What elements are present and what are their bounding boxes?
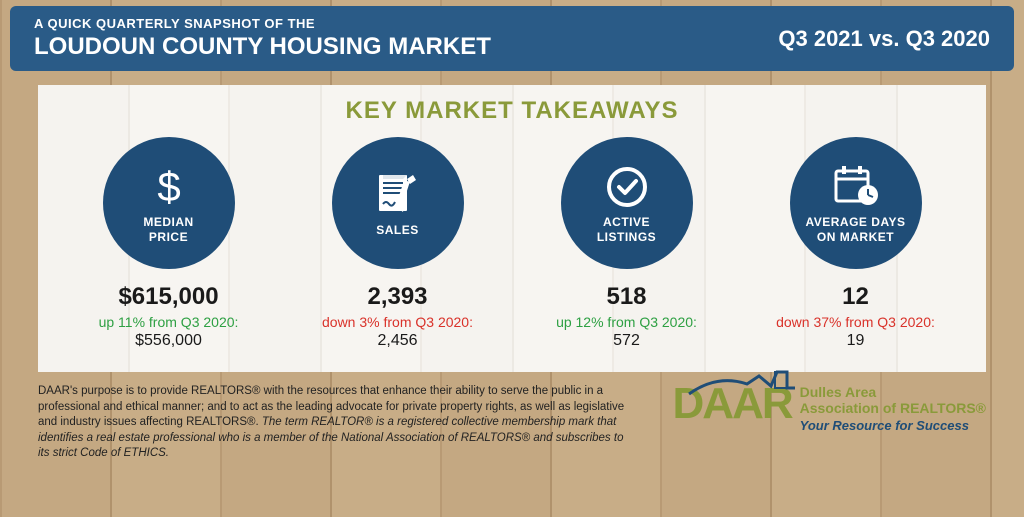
metrics-row: $ MEDIAN PRICE $615,000 up 11% from Q3 2… [58, 137, 966, 350]
disclaimer-text: DAAR's purpose is to provide REALTORS® w… [38, 384, 628, 462]
metric-label: MEDIAN PRICE [143, 215, 193, 245]
metric-label: ACTIVE LISTINGS [597, 215, 656, 245]
footer: DAAR's purpose is to provide REALTORS® w… [38, 384, 986, 462]
takeaways-panel: KEY MARKET TAKEAWAYS $ MEDIAN PRICE $615… [38, 85, 986, 372]
metric-prev-value: $556,000 [135, 332, 202, 350]
metric-value: $615,000 [118, 283, 218, 311]
logo-text: Dulles Area Association of REALTORS® You… [800, 384, 986, 433]
metric-avg-days: AVERAGE DAYS ON MARKET 12 down 37% from … [745, 137, 966, 350]
dollar-icon: $ [151, 161, 187, 213]
metric-median-price: $ MEDIAN PRICE $615,000 up 11% from Q3 2… [58, 137, 279, 350]
logo-wordmark: DAAR [673, 384, 792, 424]
metric-circle: $ MEDIAN PRICE [103, 137, 235, 269]
metric-value: 518 [606, 283, 646, 311]
header-pretitle: A QUICK QUARTERLY SNAPSHOT OF THE [34, 16, 491, 31]
metric-active-listings: ACTIVE LISTINGS 518 up 12% from Q3 2020:… [516, 137, 737, 350]
metric-circle: ACTIVE LISTINGS [561, 137, 693, 269]
metric-change: up 12% from Q3 2020: [556, 314, 697, 330]
assoc-line1: Dulles Area [800, 384, 986, 400]
section-title: KEY MARKET TAKEAWAYS [58, 97, 966, 125]
metric-prev-value: 572 [613, 332, 640, 350]
header-left: A QUICK QUARTERLY SNAPSHOT OF THE LOUDOU… [34, 16, 491, 61]
metric-label: AVERAGE DAYS ON MARKET [805, 215, 905, 245]
metric-prev-value: 19 [847, 332, 865, 350]
header-title: LOUDOUN COUNTY HOUSING MARKET [34, 33, 491, 61]
metric-change: down 37% from Q3 2020: [776, 314, 935, 330]
metric-value: 2,393 [367, 283, 427, 311]
assoc-line2: Association of REALTORS® [800, 400, 986, 416]
metric-circle: SALES [332, 137, 464, 269]
metric-circle: AVERAGE DAYS ON MARKET [790, 137, 922, 269]
svg-text:$: $ [157, 163, 180, 210]
metric-change: up 11% from Q3 2020: [99, 314, 239, 330]
daar-logo: DAAR Dulles Area Association of REALTORS… [673, 384, 986, 433]
metric-label: SALES [376, 223, 419, 238]
header-period: Q3 2021 vs. Q3 2020 [778, 26, 990, 52]
roof-icon [687, 366, 807, 398]
metric-change: down 3% from Q3 2020: [322, 314, 473, 330]
tagline: Your Resource for Success [800, 418, 986, 433]
metric-sales: SALES 2,393 down 3% from Q3 2020: 2,456 [287, 137, 508, 350]
header-bar: A QUICK QUARTERLY SNAPSHOT OF THE LOUDOU… [10, 6, 1014, 71]
metric-value: 12 [842, 283, 869, 311]
calendar-clock-icon [830, 161, 882, 213]
check-circle-icon [603, 161, 651, 213]
metric-prev-value: 2,456 [377, 332, 417, 350]
document-pen-icon [373, 169, 423, 221]
